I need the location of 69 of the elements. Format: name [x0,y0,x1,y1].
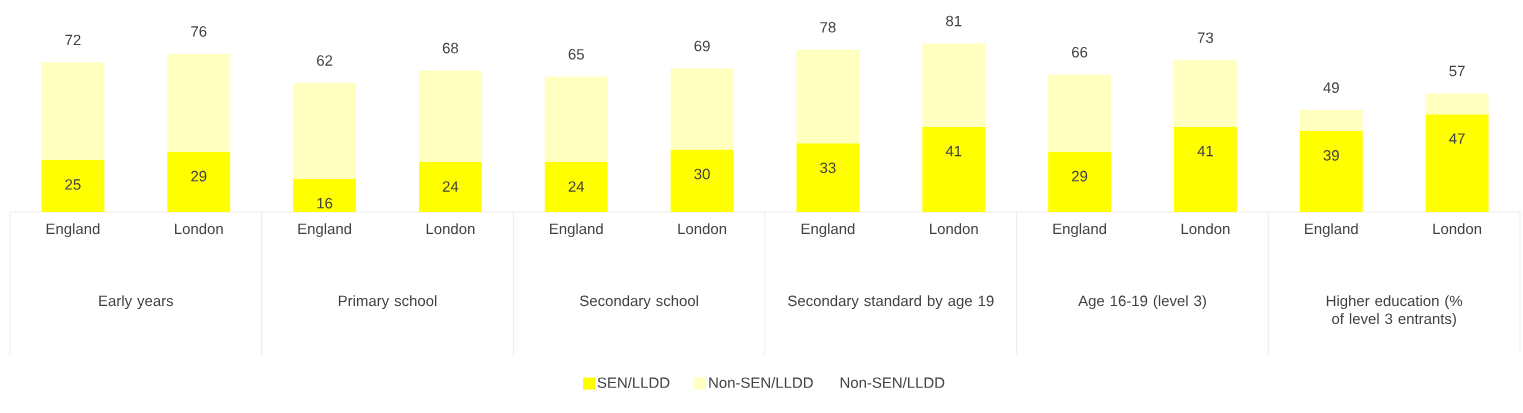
x-tick-label: England [1053,223,1107,238]
total-label: 73 [1197,32,1214,43]
data-label: 29 [191,170,207,182]
legend-label: Non-SEN/LLDD [709,377,813,388]
x-tick-label: London [678,223,727,235]
text: Primary school [338,295,437,310]
x-tick-label: London [175,223,223,235]
bar [1048,74,1112,152]
total-label: 65 [568,49,584,60]
total-label: 57 [1449,65,1465,77]
data-label: 47 [1449,133,1465,144]
text: Age 16-19 (level 3) [1078,295,1206,310]
bar [670,149,734,212]
bar [544,76,608,163]
total-label: 62 [317,55,333,66]
bar [167,53,231,152]
total-label: 72 [65,34,81,46]
data-label: 30 [694,168,710,180]
bar [41,160,105,212]
bar [796,143,860,212]
text: Early years [99,295,174,310]
total-label: 78 [820,22,836,33]
bar [1299,130,1363,212]
bar [1425,93,1489,115]
data-label: 24 [568,181,585,192]
legend-label: SEN/LLDD [597,377,670,388]
bar [418,162,482,212]
x-tick-label: London [1433,223,1482,235]
bar [1173,126,1237,212]
x-tick-label: London [930,223,978,235]
x-tick-label: England [550,223,603,238]
bar [293,83,357,179]
bar [922,126,986,212]
total-label: 49 [1323,82,1339,93]
data-label: 25 [65,179,81,190]
total-label: 81 [946,15,962,27]
x-tick-label: London [426,223,475,235]
text: Non-SEN/LLDD [840,377,945,388]
text: Secondary school [580,295,698,310]
x-tick-label: England [46,223,100,238]
total-label: 76 [191,26,207,37]
bar [544,162,608,212]
x-tick-label: England [801,223,855,238]
total-label: 69 [694,40,710,52]
data-label: 41 [1197,145,1213,157]
bar [293,178,357,212]
bar [1425,114,1489,212]
data-label: 16 [317,197,333,209]
bar [1299,110,1363,131]
total-label: 68 [442,42,459,54]
bar [167,151,231,212]
data-label: 39 [1323,150,1339,161]
bar [922,43,986,127]
x-tick-label: London [1181,223,1230,235]
bar [41,62,105,160]
text: Higher education (% of level 3 entrants) [1326,295,1463,328]
text: Secondary standard by age 19 [788,295,994,310]
x-tick-label: England [298,223,352,238]
data-label: 41 [945,145,962,157]
bar [670,68,734,150]
data-label: 29 [1072,170,1088,182]
total-label: 66 [1072,46,1088,58]
bar [1173,60,1237,127]
x-tick-label: England [1305,223,1358,238]
bar [418,70,482,163]
data-label: 24 [442,181,459,192]
data-label: 33 [820,162,836,174]
bar [1048,151,1112,212]
bar [796,49,860,144]
